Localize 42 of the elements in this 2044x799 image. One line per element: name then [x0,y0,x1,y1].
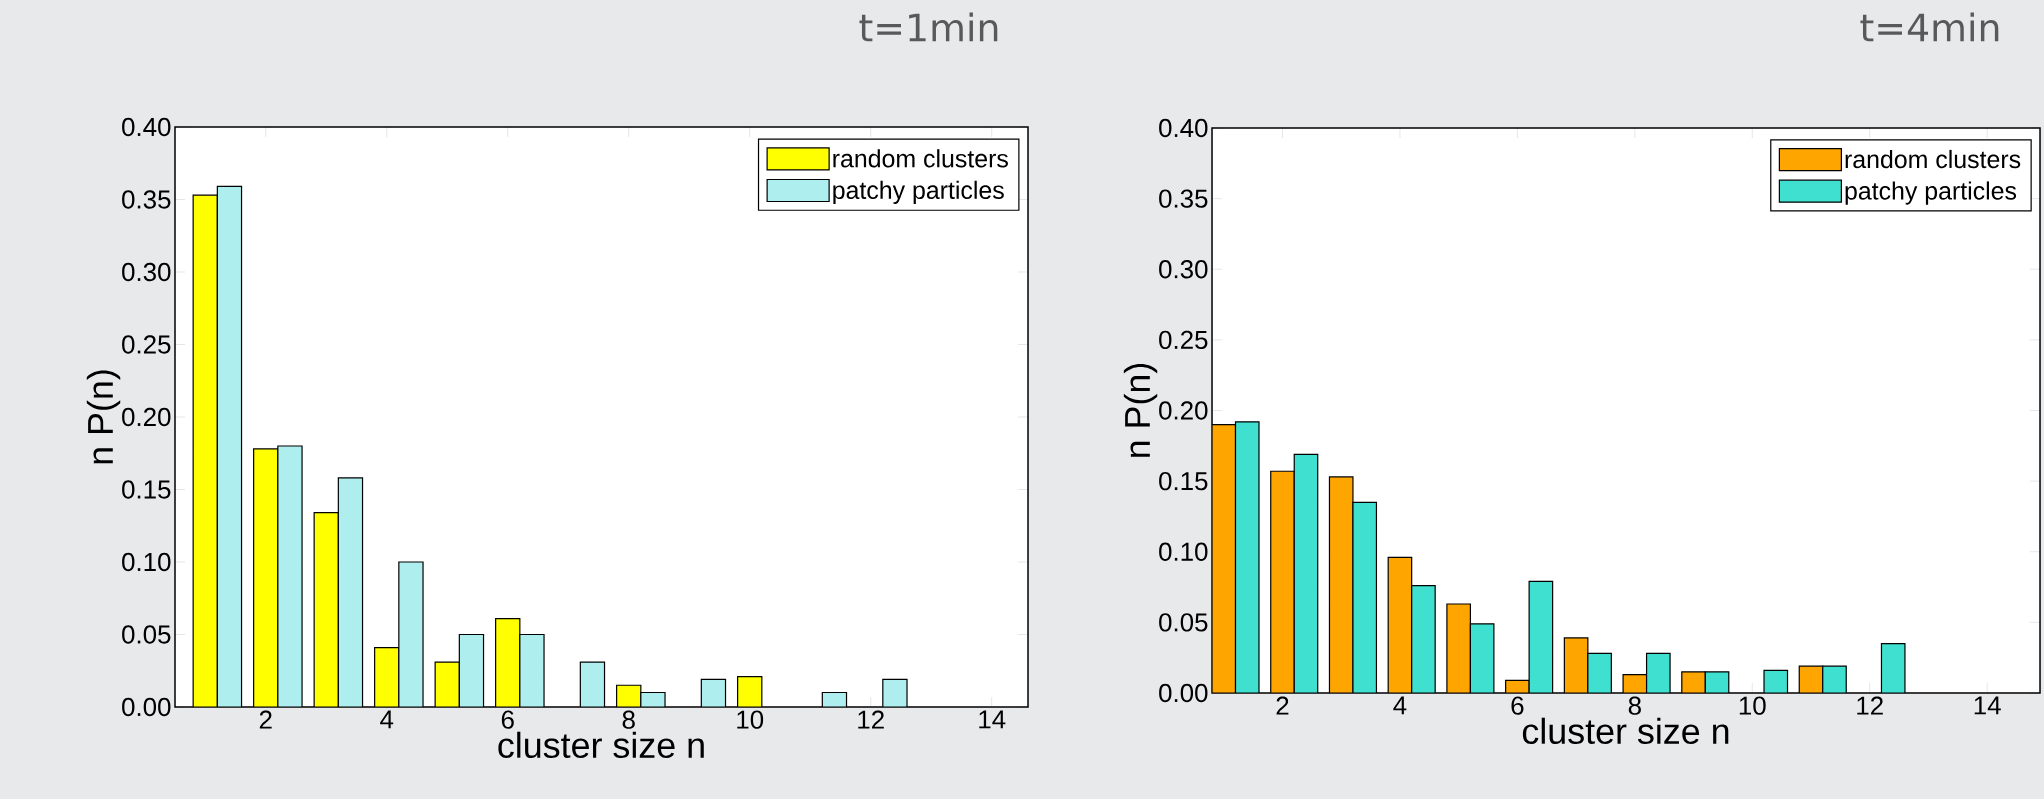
x-tick-label: 4 [1393,696,1407,715]
y-tick-label: 0.15 [1159,471,1208,491]
x-tick-label: 2 [259,710,272,729]
y-tick-label: 0.35 [1159,189,1208,208]
x-tick-label: 10 [1739,696,1766,715]
x-axis-title: cluster size n [498,731,704,759]
y-tick-label: 0.40 [122,117,171,137]
y-tick-label: 0.00 [122,697,171,717]
x-tick-label: 14 [1974,696,2001,715]
y-tick-label: 0.10 [1159,542,1208,561]
x-axis-title: cluster size n [1522,717,1729,745]
y-tick-label: 0.20 [1159,401,1208,420]
y-axis-title: n P(n) [86,370,121,464]
x-tick-label: 12 [1857,696,1883,715]
y-tick-label: 0.20 [122,407,171,427]
x-tick-label: 14 [979,710,1006,729]
y-tick-label: 0.00 [1159,683,1208,703]
legend-label: patchy particles [1845,181,2017,205]
y-tick-label: 0.05 [1159,613,1208,632]
x-tick-label: 8 [1628,696,1641,715]
y-axis-title: n P(n) [1123,363,1158,457]
y-tick-label: 0.10 [122,552,171,572]
legend-label: patchy particles [833,180,1004,204]
legend-label: random clusters [833,149,1008,168]
x-tick-label: 10 [737,710,764,729]
y-tick-label: 0.25 [122,335,171,354]
y-tick-label: 0.35 [122,190,171,209]
y-tick-label: 0.30 [1159,260,1208,279]
y-tick-label: 0.15 [122,480,171,499]
x-tick-label: 4 [380,710,394,729]
x-tick-label: 6 [501,710,514,729]
y-tick-label: 0.40 [1159,118,1208,138]
chart-title: t=1min [859,12,998,42]
x-tick-label: 12 [858,710,884,729]
x-tick-label: 8 [622,710,635,729]
chart-title: t=4min [1860,12,1999,42]
x-tick-label: 2 [1276,696,1289,715]
x-tick-label: 6 [1511,696,1524,715]
y-tick-label: 0.05 [122,625,171,644]
legend-label: random clusters [1845,149,2021,169]
y-tick-label: 0.25 [1159,330,1208,350]
y-tick-label: 0.30 [122,262,171,282]
